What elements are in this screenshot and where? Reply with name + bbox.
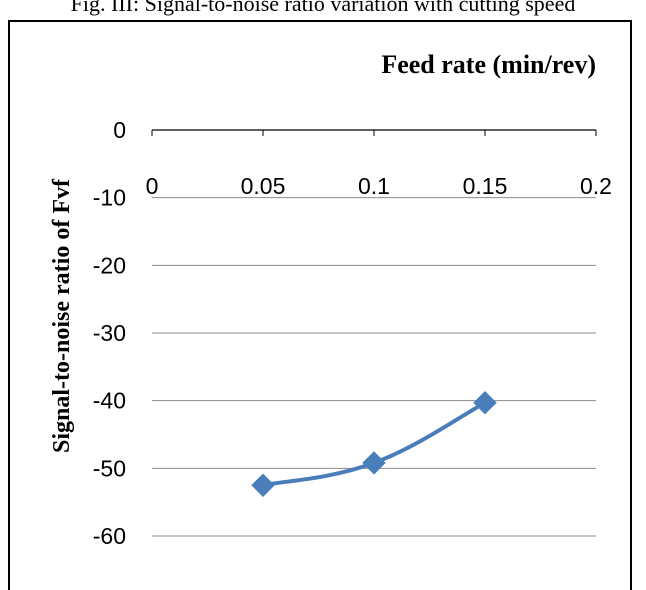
x-tick-label: 0.05	[241, 173, 286, 199]
x-axis-title: Feed rate (min/rev)	[381, 50, 596, 79]
chart-frame	[8, 20, 632, 590]
y-tick-label: -50	[93, 455, 126, 481]
y-tick-label: -30	[93, 320, 126, 346]
series-group	[251, 390, 497, 497]
x-tick-labels: 0 0.05 0.1 0.15 0.2	[146, 173, 612, 199]
y-tick-labels: 0 -10 -20 -30 -40 -50 -60	[93, 117, 126, 549]
line-chart: 0 -10 -20 -30 -40 -50 -60 0 0.05 0.1 0.15 0.2 Feed…	[49, 50, 612, 549]
y-tick-label: -40	[93, 388, 126, 414]
y-tick-label: 0	[113, 117, 126, 143]
x-tick-label: 0.2	[580, 173, 612, 199]
x-tick-label: 0.1	[358, 173, 390, 199]
gridlines	[151, 129, 597, 537]
figure-caption: Fig. III: Signal-to-noise ratio variatio…	[70, 0, 576, 16]
y-tick-label: -10	[93, 185, 126, 211]
y-tick-label: -20	[93, 252, 126, 278]
x-tick-label: 0.15	[463, 173, 508, 199]
data-point-marker	[362, 451, 386, 475]
x-tick-label: 0	[146, 173, 159, 199]
data-point-marker	[251, 473, 275, 497]
y-axis-title: Signal-to-noise ratio of Fvf	[49, 178, 75, 453]
data-point-marker	[473, 390, 497, 415]
y-tick-label: -60	[93, 523, 126, 549]
